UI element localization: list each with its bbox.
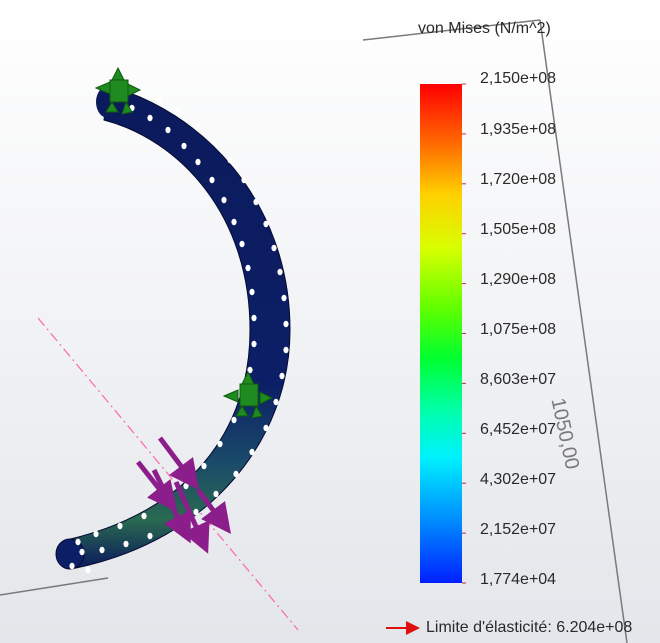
bolt-hole: [279, 372, 285, 380]
bolt-hole: [141, 512, 147, 520]
bolt-hole: [273, 398, 279, 406]
legend-tick-label: 1,290e+08: [480, 271, 557, 288]
bolt-hole: [99, 546, 105, 554]
bolt-hole: [283, 346, 289, 354]
curved-bar-part[interactable]: [65, 85, 291, 569]
bolt-hole: [165, 126, 171, 134]
fixture-top-icon[interactable]: [94, 66, 142, 115]
bolt-hole: [281, 294, 287, 302]
yield-strength-label: Limite d'élasticité: 6.204e+08: [426, 619, 633, 636]
bolt-hole: [251, 340, 257, 348]
bolt-hole: [69, 562, 75, 570]
bolt-hole: [117, 522, 123, 530]
bolt-hole: [147, 532, 153, 540]
stress-colorbar: [420, 84, 462, 583]
legend-tick-label: 6,452e+07: [480, 421, 557, 438]
bolt-hole: [263, 424, 269, 432]
bolt-hole: [263, 220, 269, 228]
bolt-hole: [233, 470, 239, 478]
bolt-hole: [195, 122, 201, 130]
legend-tick-label: 1,075e+08: [480, 321, 557, 338]
bolt-hole: [227, 156, 233, 164]
bolt-hole: [283, 320, 289, 328]
bolt-hole: [251, 314, 257, 322]
legend-tick-label: 1,720e+08: [480, 171, 557, 188]
bolt-hole: [209, 176, 215, 184]
bolt-hole: [247, 366, 253, 374]
yield-arrow-icon: [386, 621, 420, 635]
load-arrows[interactable]: [136, 436, 231, 554]
bolt-hole: [241, 176, 247, 184]
bolt-hole: [157, 96, 163, 104]
bolt-hole: [195, 158, 201, 166]
bolt-hole: [249, 448, 255, 456]
bolt-hole: [147, 114, 153, 122]
bolt-hole: [231, 218, 237, 226]
bolt-hole: [249, 288, 255, 296]
bolt-hole: [175, 108, 181, 116]
bolt-hole: [193, 508, 199, 516]
legend-tick-label: 4,302e+07: [480, 471, 557, 488]
bolt-hole: [271, 244, 277, 252]
bolt-hole: [221, 196, 227, 204]
bolt-hole: [213, 490, 219, 498]
legend-tick-label: 1,935e+08: [480, 121, 557, 138]
bolt-hole: [79, 548, 85, 556]
bolt-hole: [211, 138, 217, 146]
bolt-hole: [181, 142, 187, 150]
bolt-hole: [231, 416, 237, 424]
bolt-hole: [85, 566, 91, 574]
bolt-hole: [75, 538, 81, 546]
bolt-hole: [171, 522, 177, 530]
bolt-hole: [277, 268, 283, 276]
legend-tick-label: 1,774e+04: [480, 571, 557, 588]
legend-tick-label: 2,150e+08: [480, 70, 557, 87]
bolt-hole: [123, 540, 129, 548]
bolt-hole: [183, 482, 189, 490]
bolt-hole: [217, 440, 223, 448]
bolt-hole: [253, 198, 259, 206]
legend-tick-label: 1,505e+08: [480, 221, 557, 238]
legend-tick-label: 2,152e+07: [480, 521, 557, 538]
bolt-hole: [239, 240, 245, 248]
bolt-hole: [201, 462, 207, 470]
symmetry-axis-line: [37, 317, 299, 631]
bolt-hole: [245, 264, 251, 272]
legend-tick-label: 8,603e+07: [480, 371, 557, 388]
fixture-middle-icon[interactable]: [222, 370, 274, 419]
legend-title: von Mises (N/m^2): [418, 20, 551, 37]
bolt-hole: [93, 530, 99, 538]
sketch-lines: [0, 19, 628, 643]
